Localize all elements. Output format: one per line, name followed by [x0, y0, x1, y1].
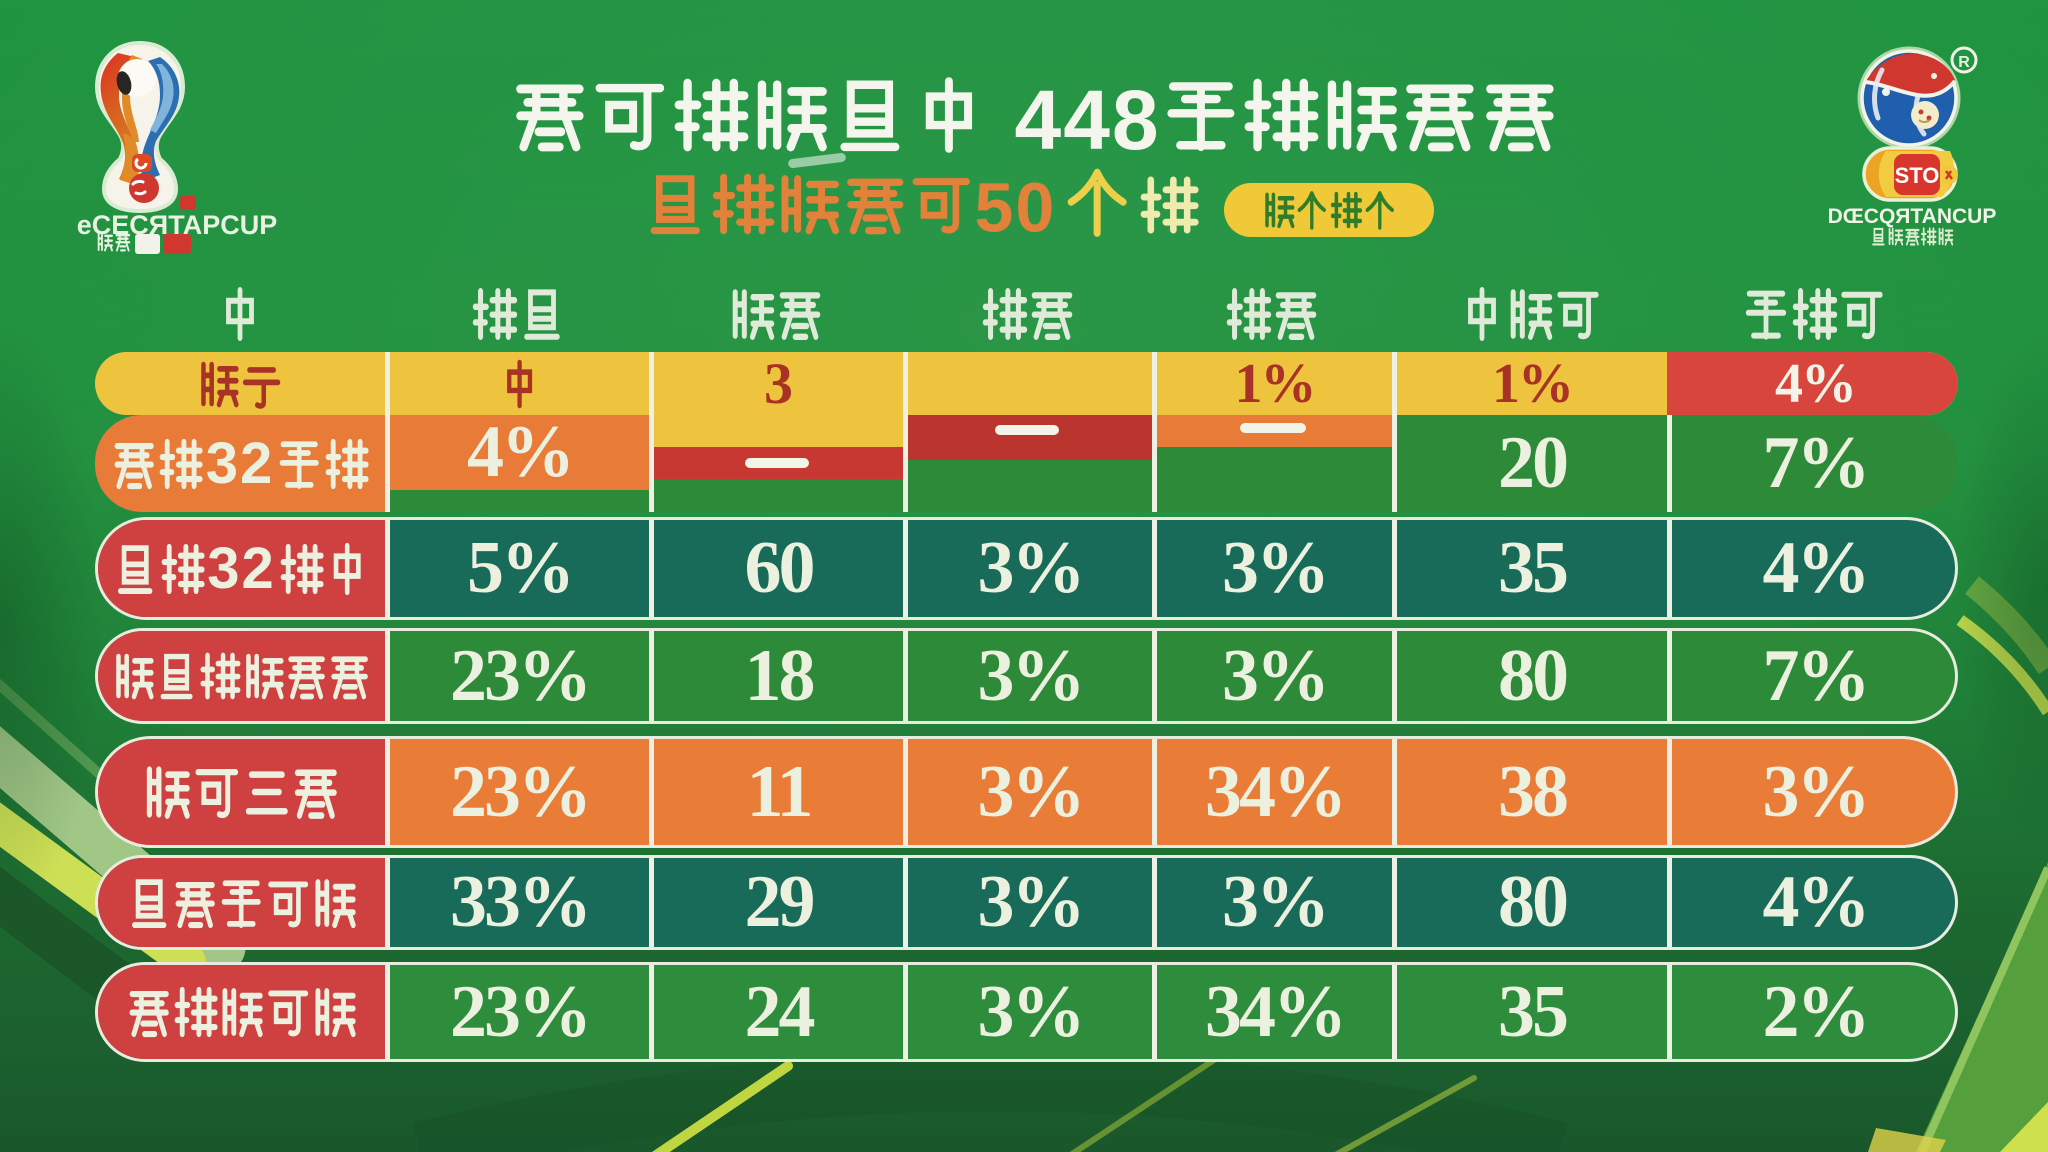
svg-text:STO: STO — [1895, 163, 1940, 188]
svg-text:R: R — [1958, 54, 1970, 71]
